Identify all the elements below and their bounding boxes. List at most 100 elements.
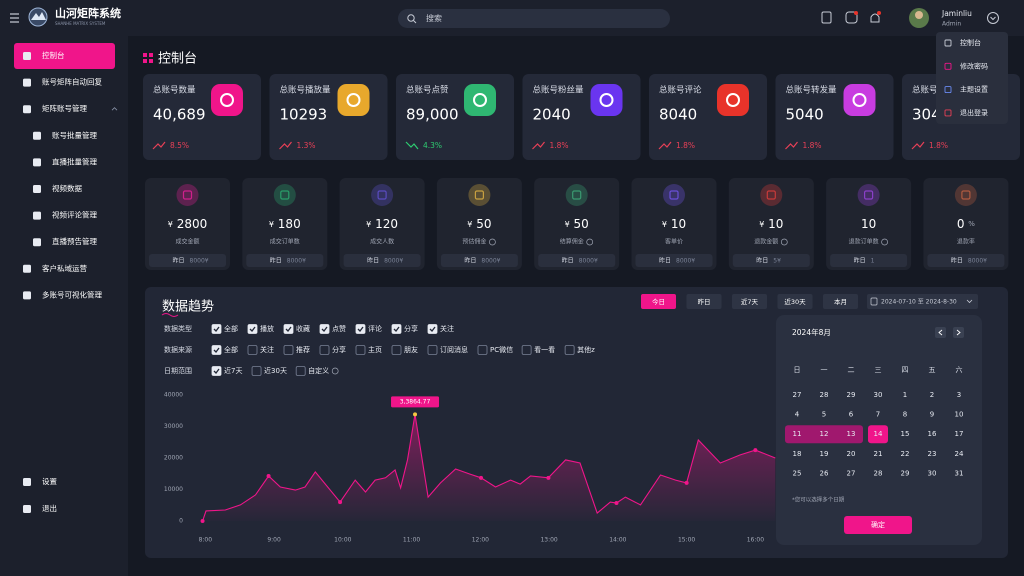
calendar-day[interactable]: 27 [847,469,856,477]
y-tick-label: 10000 [164,486,183,493]
calendar-day[interactable]: 19 [820,450,829,458]
checkbox[interactable] [283,324,294,334]
checkbox[interactable] [283,345,294,355]
calendar-day[interactable]: 1 [903,391,907,399]
checkbox[interactable] [427,345,438,355]
calendar-day[interactable]: 24 [955,450,964,458]
range-button[interactable] [641,294,676,309]
range-button[interactable] [686,294,722,309]
calendar-day[interactable]: 14 [874,430,883,438]
calendar-day[interactable]: 21 [874,450,883,458]
calendar-day[interactable]: 26 [820,469,829,477]
sidebar [0,36,128,576]
checkbox[interactable] [521,345,532,355]
next-month[interactable] [953,327,964,338]
filter-option: 自定义 [308,366,329,375]
checkbox[interactable] [319,324,330,334]
bell-icon[interactable] [870,13,880,23]
menu-item[interactable]: 退出登录 [960,108,988,117]
checkbox[interactable] [211,345,222,355]
calendar-day[interactable]: 29 [847,391,856,399]
nav-label[interactable]: 账号批量管理 [52,130,97,140]
search-box[interactable] [398,9,670,28]
calendar-day[interactable]: 30 [874,391,883,399]
checkbox[interactable] [477,345,488,355]
mini-yesterday-value: 8000¥ [481,258,500,265]
calendar-day[interactable]: 27 [793,391,802,399]
calendar-day[interactable]: 13 [847,430,856,438]
checkbox[interactable] [211,366,222,376]
calendar-day[interactable]: 2 [930,391,934,399]
nav-label[interactable]: 视频数据 [52,183,82,193]
calendar-day[interactable]: 31 [955,469,964,477]
range-button[interactable] [823,294,858,309]
nav-label[interactable]: 设置 [42,476,57,486]
calendar-icon[interactable] [821,11,832,24]
calendar-day[interactable]: 15 [901,430,910,438]
nav-label[interactable]: 直播批量管理 [52,156,97,166]
user-menu-toggle[interactable] [987,12,999,24]
range-button[interactable] [777,294,813,309]
calendar-day[interactable]: 17 [955,430,964,438]
calendar-day[interactable]: 11 [793,430,802,438]
menu-item[interactable]: 主题设置 [960,85,988,94]
filter-option: 分享 [404,324,418,333]
calendar-day[interactable]: 28 [820,391,829,399]
confirm-button[interactable] [844,516,912,534]
calendar-day[interactable]: 9 [930,411,934,419]
mini-card [923,178,1009,270]
tooltip [391,396,440,408]
prev-month[interactable] [935,327,946,338]
stat-icon [211,84,243,116]
message-icon[interactable] [845,11,858,24]
calendar-day[interactable]: 25 [793,469,802,477]
nav-label[interactable]: 多账号可视化管理 [42,289,102,299]
nav-label[interactable]: 控制台 [42,50,65,60]
calendar-day[interactable]: 5 [822,411,826,419]
nav-label[interactable]: 直播预告管理 [52,236,97,246]
checkbox[interactable] [564,345,575,355]
calendar-day[interactable]: 7 [876,411,880,419]
checkbox[interactable] [211,324,222,334]
calendar-day[interactable]: 10 [955,411,964,419]
checkbox[interactable] [427,324,438,334]
checkbox[interactable] [355,324,366,334]
line [202,414,776,522]
date-range[interactable] [867,294,978,309]
calendar-day[interactable]: 30 [928,469,937,477]
calendar-day[interactable]: 28 [874,469,883,477]
calendar-day[interactable]: 22 [901,450,910,458]
nav-label[interactable]: 视频评论管理 [52,210,97,220]
menu-item[interactable]: 控制台 [960,38,981,47]
calendar-day[interactable]: 3 [957,391,961,399]
menu-item[interactable]: 修改密码 [960,61,988,70]
calendar-day[interactable]: 16 [928,430,937,438]
checkbox[interactable] [295,366,306,376]
calendar-day[interactable]: 6 [849,411,854,419]
calendar-day[interactable]: 4 [795,411,800,419]
point [200,519,205,523]
calendar-day[interactable]: 20 [847,450,856,458]
checkbox[interactable] [391,345,402,355]
nav-label[interactable]: 客户私域运营 [42,263,87,273]
checkbox[interactable] [251,366,262,376]
nav-label[interactable]: 账号矩阵自动回复 [42,77,102,87]
checkbox[interactable] [391,324,402,334]
checkbox[interactable] [355,345,366,355]
hamburger[interactable] [10,13,19,23]
title-icon [149,59,153,63]
range-button[interactable] [732,294,767,309]
user-role: Admin [942,21,961,28]
nav-label[interactable]: 退出 [42,503,57,513]
filter-option: PC微信 [490,345,513,354]
calendar-day[interactable]: 12 [820,430,829,438]
nav-label[interactable]: 矩阵账号管理 [42,103,87,113]
calendar-day[interactable]: 29 [901,469,910,477]
calendar-day[interactable]: 23 [928,450,937,458]
checkbox[interactable] [319,345,330,355]
checkbox[interactable] [247,345,258,355]
calendar-day[interactable]: 18 [793,450,802,458]
mini-footer [538,254,616,267]
calendar-day[interactable]: 8 [903,411,907,419]
checkbox[interactable] [247,324,258,334]
